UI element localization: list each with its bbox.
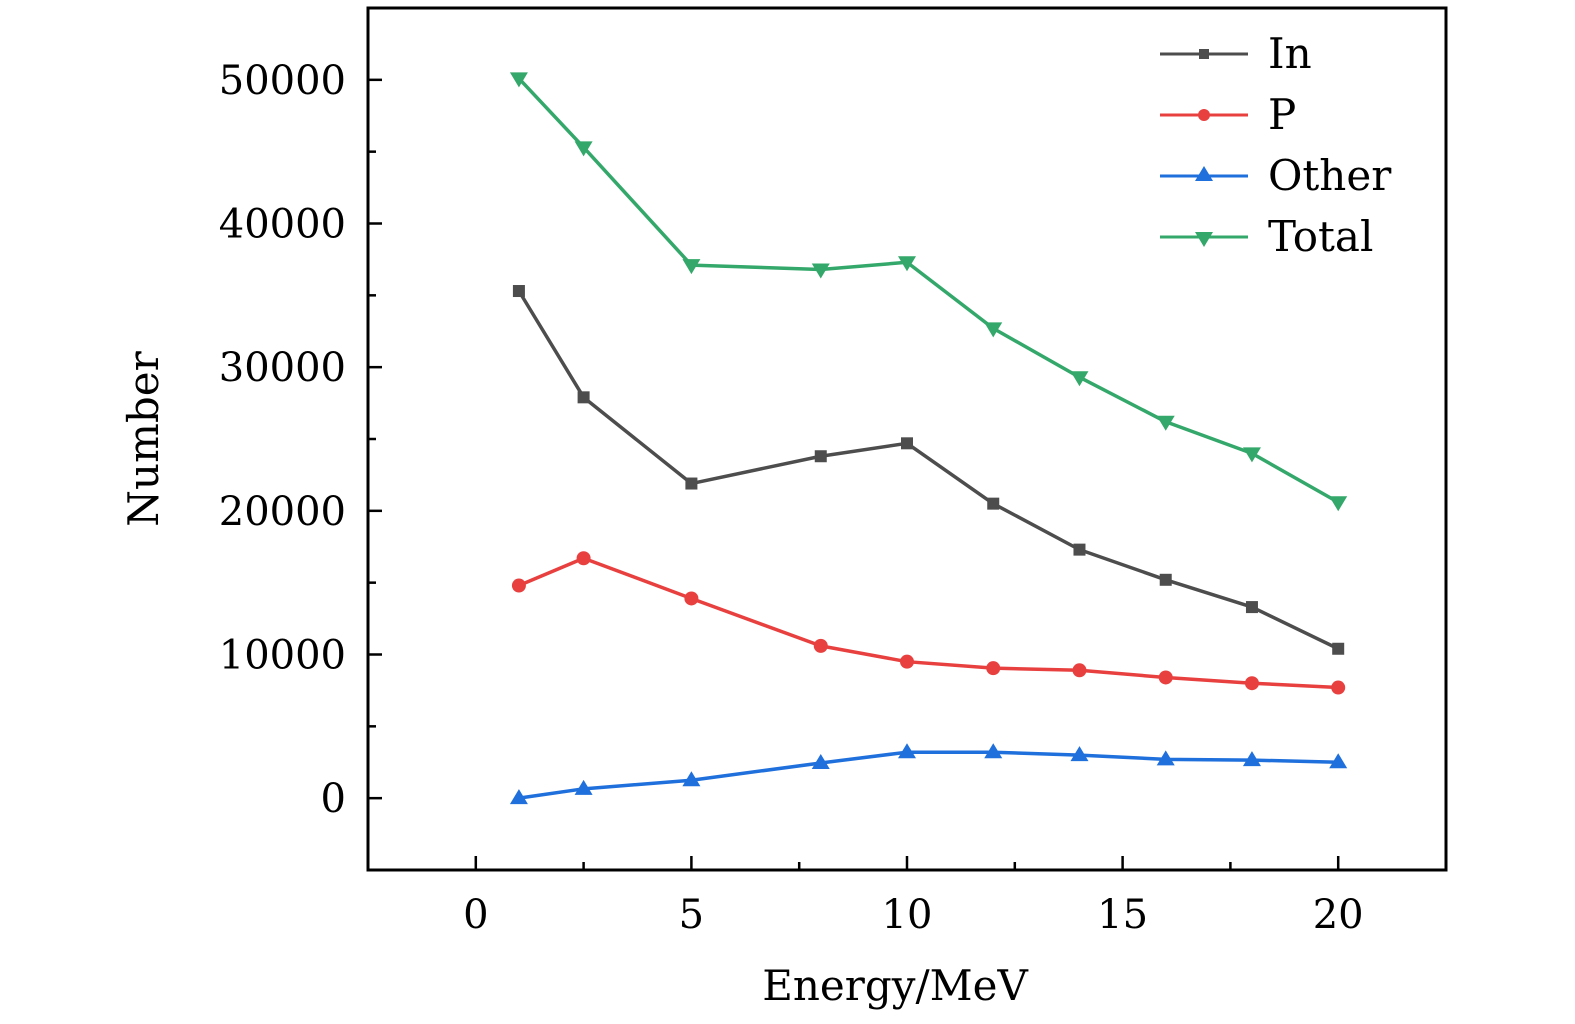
data-point-total [574,141,593,157]
data-point-total [1242,447,1261,463]
data-point-other [682,771,701,787]
data-point-in [1245,601,1258,614]
legend-marker-in [1199,49,1209,59]
legend-label: In [1268,29,1312,78]
legend-item-total: Total [1160,212,1373,261]
data-point-p [986,661,1001,676]
legend-item-other: Other [1160,151,1392,200]
series-other [509,743,1348,805]
data-point-in [814,450,827,463]
data-point-in [577,391,590,404]
x-axis-ticks: 0 5 10 15 20 [463,856,1364,938]
series-in [512,285,1345,655]
data-point-in [901,437,913,450]
legend-marker-total [1195,232,1213,247]
data-point-in [1332,642,1345,655]
data-point-other [574,779,593,795]
legend-marker-p [1198,109,1210,121]
data-point-other [1329,753,1348,769]
data-point-total [1070,371,1089,387]
legend-item-p: P [1160,90,1296,139]
y-tick-label: 40000 [219,202,346,248]
data-point-total [509,72,528,88]
data-point-p [576,551,591,566]
x-tick-label: 20 [1313,892,1364,938]
data-point-p [1158,670,1173,685]
series-line-p [518,556,1339,690]
y-axis-ticks: 0 10000 20000 30000 40000 50000 [219,58,382,822]
data-point-in [1159,573,1172,586]
data-point-other [509,789,528,805]
data-point-p [813,638,828,653]
series-layer [509,72,1348,805]
y-axis-title: Number [119,350,168,526]
data-point-p [684,591,699,606]
data-point-total [811,263,830,279]
data-point-p [900,654,914,669]
data-point-p [1244,676,1259,691]
y-tick-label: 20000 [219,489,346,535]
data-point-total [1329,496,1348,512]
data-point-p [511,578,526,593]
series-total [509,72,1348,512]
data-point-other [984,743,1003,759]
data-point-total [984,322,1003,338]
y-tick-label: 10000 [219,633,346,679]
legend-marker-other [1195,166,1213,181]
data-point-in [685,477,698,490]
y-tick-label: 50000 [219,58,346,104]
data-point-in [512,285,525,298]
legend-item-in: In [1160,29,1312,78]
data-point-p [1072,663,1087,678]
y-tick-label: 0 [321,776,346,822]
data-point-other [1070,746,1089,762]
legend-label: Total [1268,212,1373,261]
series-line-total [517,77,1340,504]
series-line-other [518,750,1339,800]
data-point-in [987,497,1000,510]
legend-label: P [1268,90,1296,139]
x-axis-title: Energy/MeV [762,961,1028,1010]
data-point-p [1331,680,1346,695]
data-point-in [1073,543,1086,556]
x-tick-label: 0 [463,892,488,938]
series-line-in [517,290,1339,651]
data-point-other [898,743,916,759]
legend-label: Other [1268,151,1392,200]
data-point-other [1242,751,1261,767]
data-point-total [898,256,916,272]
data-point-other [811,753,830,769]
legend: In P Other Total [1160,29,1392,261]
data-point-total [682,259,701,275]
data-point-other [1156,750,1175,766]
series-p [511,551,1346,695]
x-tick-label: 15 [1097,892,1148,938]
data-point-total [1156,415,1175,431]
x-tick-label: 5 [679,892,704,938]
y-tick-label: 30000 [219,345,346,391]
x-tick-label: 10 [882,892,933,938]
